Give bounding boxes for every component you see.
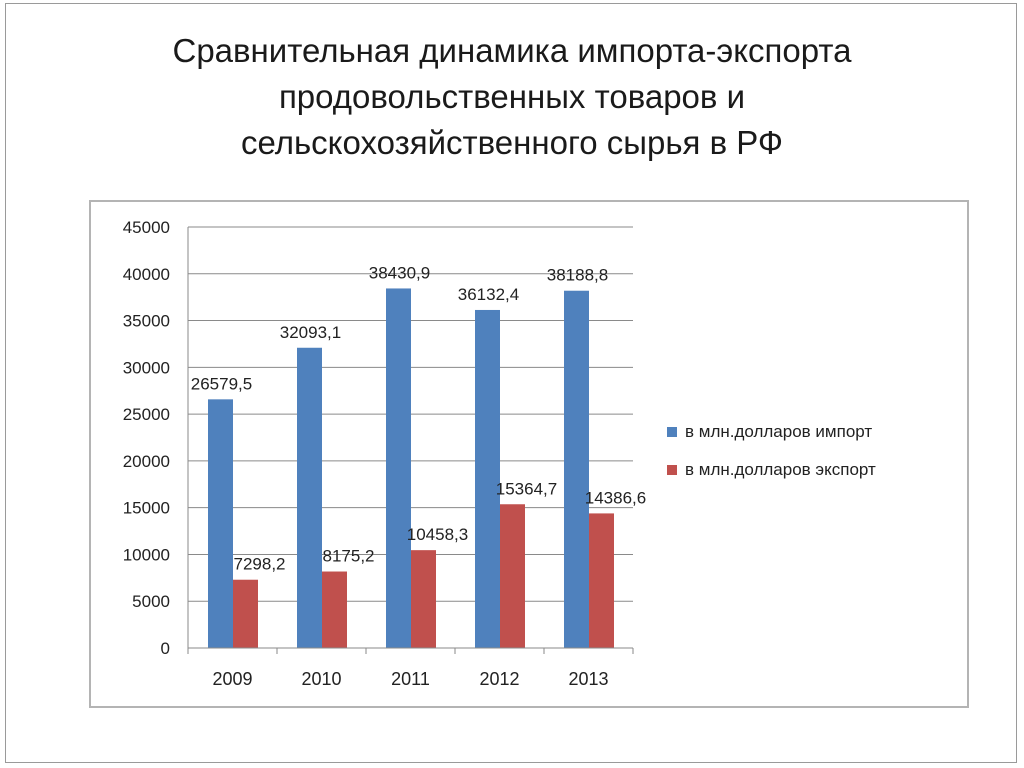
y-tick-label: 10000 — [123, 545, 170, 564]
data-label-import: 32093,1 — [280, 323, 341, 342]
bar-export — [500, 504, 525, 648]
legend-label-export: в млн.долларов экспорт — [685, 460, 876, 479]
legend-label-import: в млн.долларов импорт — [685, 422, 873, 441]
y-axis-ticks: 0 5000 10000 15000 20000 25000 30000 35000 40000… — [123, 218, 170, 658]
bars — [208, 288, 614, 648]
bar-import — [475, 309, 500, 648]
bar-export — [411, 550, 436, 648]
y-tick-label: 0 — [161, 639, 170, 658]
y-tick-label: 40000 — [123, 265, 170, 284]
title-line-1: Сравнительная динамика импорта-экспорта — [172, 32, 852, 69]
x-tick-label: 2010 — [301, 669, 341, 689]
page-title: Сравнительная динамика импорта-экспорта … — [0, 28, 1024, 166]
x-tick-label: 2011 — [391, 669, 430, 689]
y-tick-label: 35000 — [123, 312, 170, 331]
legend-swatch-export — [667, 465, 677, 475]
data-label-export: 7298,2 — [234, 555, 286, 574]
y-tick-label: 45000 — [123, 218, 170, 237]
y-tick-label: 20000 — [123, 452, 170, 471]
data-label-export: 8175,2 — [323, 547, 375, 566]
y-tick-label: 25000 — [123, 405, 170, 424]
bar-export — [322, 571, 347, 648]
bar-import — [564, 290, 589, 648]
bar-import — [386, 288, 411, 648]
legend-swatch-import — [667, 427, 677, 437]
bar-export — [233, 579, 258, 648]
legend-item-import: в млн.долларов импорт — [667, 420, 876, 444]
data-label-export: 14386,6 — [585, 488, 646, 507]
x-axis-ticks: 2009 2010 2011 2012 2013 — [188, 647, 633, 689]
title-line-3: сельскохозяйственного сырья в РФ — [240, 124, 784, 161]
y-tick-label: 30000 — [123, 358, 170, 377]
x-tick-label: 2013 — [568, 669, 608, 689]
data-label-export: 10458,3 — [407, 525, 468, 544]
data-labels: 26579,5 7298,2 32093,1 8175,2 38430,9 10458,3… — [191, 263, 646, 573]
x-tick-label: 2012 — [479, 669, 519, 689]
bar-import — [297, 347, 322, 648]
data-label-import: 38188,8 — [547, 266, 608, 285]
x-tick-label: 2009 — [212, 669, 252, 689]
data-label-import: 26579,5 — [191, 374, 252, 393]
bar-export — [589, 513, 614, 648]
legend-item-export: в млн.долларов экспорт — [667, 458, 876, 482]
data-label-export: 15364,7 — [496, 479, 557, 498]
title-line-2: продовольственных товаров и — [278, 78, 746, 115]
bar-import — [208, 399, 233, 648]
y-tick-label: 5000 — [132, 592, 170, 611]
data-label-import: 36132,4 — [458, 285, 519, 304]
data-label-import: 38430,9 — [369, 263, 430, 282]
legend: в млн.долларов импорт в млн.долларов экс… — [667, 420, 876, 496]
y-tick-label: 15000 — [123, 499, 170, 518]
